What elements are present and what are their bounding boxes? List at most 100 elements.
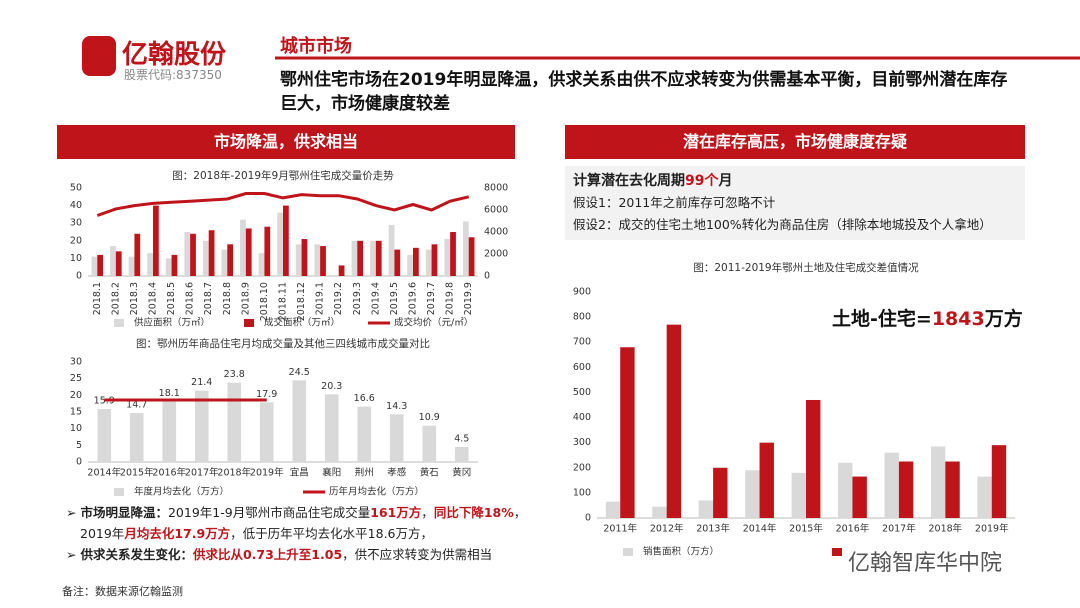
data-label: 10.9 xyxy=(419,412,440,423)
logo-mark xyxy=(82,36,116,76)
bar xyxy=(194,390,209,462)
x-tick-label: 孝感 xyxy=(387,467,407,479)
bar xyxy=(370,240,376,276)
x-tick-label: 2019.1 xyxy=(315,282,326,315)
bar xyxy=(462,221,469,276)
bar xyxy=(945,461,960,518)
x-tick-label: 2016年 xyxy=(152,467,186,479)
x-tick-label: 2018.6 xyxy=(185,282,196,315)
x-tick-label: 2015年 xyxy=(789,523,823,535)
bar xyxy=(338,265,345,276)
bar xyxy=(184,232,191,276)
y-tick-label: 0 xyxy=(585,513,591,524)
bar xyxy=(357,240,364,276)
emphasis: 1843 xyxy=(931,308,985,330)
bar xyxy=(153,205,159,276)
headline: 鄂州住宅市场在2019年明显降温，供求关系由供不应求转变为供需基本平衡，目前鄂州… xyxy=(280,70,1008,114)
bar xyxy=(171,254,178,276)
bar xyxy=(791,472,806,518)
x-tick-label: 2018.2 xyxy=(110,282,121,315)
bar xyxy=(991,445,1007,518)
bar xyxy=(292,380,307,462)
bar xyxy=(389,414,404,462)
x-tick-label: 2019年 xyxy=(250,467,284,479)
bar xyxy=(407,254,413,276)
bar xyxy=(259,402,274,462)
bullet: ➢ 市场明显降温：2019年1-9月鄂州市商品住宅成交量161万方，同比下降18… xyxy=(66,505,527,541)
x-tick-label: 2011年 xyxy=(603,523,637,535)
x-tick-label: 2014年 xyxy=(743,523,777,535)
emphasis: 月均去化17.9万方 xyxy=(124,526,231,541)
legend-marker xyxy=(623,548,633,556)
data-label: 23.8 xyxy=(224,369,245,380)
y-tick-label: 40 xyxy=(70,200,82,211)
bar xyxy=(277,212,283,276)
y-tick-label: 10 xyxy=(70,423,82,434)
y-tick-label: 300 xyxy=(573,437,591,448)
bar xyxy=(898,461,914,518)
bar xyxy=(413,247,419,276)
x-tick-label: 2016年 xyxy=(836,523,870,535)
legend-label: 历年月均去化（万方） xyxy=(329,486,424,498)
bar xyxy=(320,246,326,276)
bar xyxy=(375,240,382,276)
x-tick-label: 2019.7 xyxy=(426,282,437,315)
x-tick-label: 2018.7 xyxy=(203,282,214,315)
bar xyxy=(258,253,265,276)
text: ，供不应求转变为供需相当 xyxy=(342,547,493,562)
bar xyxy=(91,256,98,276)
data-label: 17.9 xyxy=(256,389,277,400)
y2-tick-label: 4000 xyxy=(484,227,508,238)
legend-label: 成交面积（万㎡） xyxy=(264,317,340,329)
x-tick-label: 2018.9 xyxy=(240,282,251,315)
bar xyxy=(324,394,339,462)
y-tick-label: 0 xyxy=(76,271,82,282)
x-tick-label: 黄冈 xyxy=(452,467,471,479)
bar xyxy=(431,244,438,276)
bar xyxy=(245,228,252,276)
text: 2019年1-9月鄂州市商品住宅成交量 xyxy=(167,505,371,520)
x-tick-label: 2019.6 xyxy=(408,282,419,315)
legend-label: 供应面积（万㎡） xyxy=(134,317,210,329)
x-tick-label: 2015年 xyxy=(120,467,154,479)
panel-title: 潜在库存高压，市场健康度存疑 xyxy=(565,125,1025,159)
bar xyxy=(97,409,112,462)
y2-tick-label: 6000 xyxy=(484,205,508,216)
x-tick-label: 2018.8 xyxy=(222,282,233,315)
bar xyxy=(264,226,271,276)
y-tick-label: 0 xyxy=(76,457,82,468)
y-tick-label: 30 xyxy=(70,357,82,368)
x-tick-label: 2019.8 xyxy=(445,282,456,315)
y-tick-label: 800 xyxy=(573,312,591,323)
bar xyxy=(884,452,899,518)
cycle: 计算潜在去化周期99个月 xyxy=(573,170,1017,192)
bar xyxy=(620,347,635,518)
assumption: 假设2：成交的住宅土地100%转化为商品住房（排除本地城投及个人拿地） xyxy=(573,217,992,232)
bar xyxy=(301,239,308,276)
bar xyxy=(221,249,228,276)
x-tick-label: 2014年 xyxy=(87,467,121,479)
bar xyxy=(444,239,451,276)
legend-marker xyxy=(244,319,254,327)
line xyxy=(96,192,470,217)
x-tick-label: 2018.3 xyxy=(129,282,140,315)
bar xyxy=(283,205,289,276)
bar xyxy=(128,256,135,276)
x-tick-label: 黄石 xyxy=(420,467,439,479)
text: 计算潜在去化周期 xyxy=(573,173,685,189)
data-label: 14.3 xyxy=(386,401,407,412)
x-tick-label: 2019.2 xyxy=(333,282,344,315)
emphasis: 同比下降18% xyxy=(433,505,514,520)
x-tick-label: 2019年 xyxy=(975,523,1009,535)
x-tick-label: 2012年 xyxy=(650,523,684,535)
bar xyxy=(394,249,401,276)
x-tick-label: 2019.5 xyxy=(389,282,400,315)
x-tick-label: 2017年 xyxy=(882,523,916,535)
legend-label: 成交均价（元/㎡） xyxy=(394,317,473,329)
bar xyxy=(698,500,714,518)
bar xyxy=(147,253,153,276)
legend-label: 销售面积（万方） xyxy=(643,546,719,558)
x-tick-label: 2018.10 xyxy=(259,282,270,321)
legend-marker xyxy=(832,548,842,556)
y-tick-label: 20 xyxy=(70,235,82,246)
